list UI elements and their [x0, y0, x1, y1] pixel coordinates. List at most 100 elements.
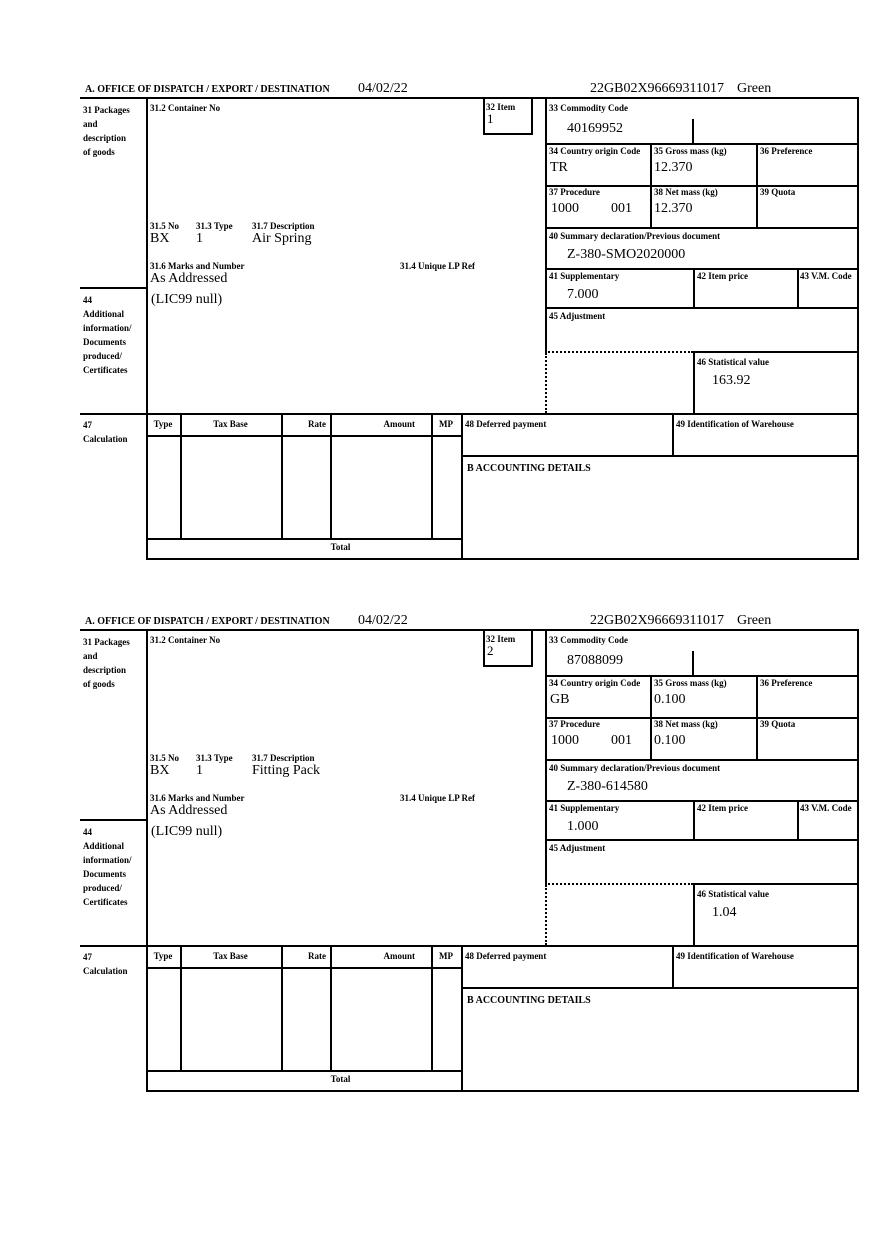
box38-label: 38 Net mass (kg) [654, 719, 718, 729]
divider [693, 353, 695, 413]
net-mass-value: 12.370 [654, 201, 693, 216]
calc-total-label: Total [330, 542, 351, 552]
commodity-code-separator [692, 651, 694, 675]
divider [857, 97, 859, 560]
package-no-value: BX [150, 231, 170, 246]
procedure-qualifier-value: 001 [611, 733, 632, 748]
office-of-dispatch-label: A. OFFICE OF DISPATCH / EXPORT / DESTINA… [85, 84, 330, 95]
box31-7-label: 31.7 Description [252, 753, 315, 763]
box43-label: 43 V.M. Code [800, 803, 852, 813]
box31-6-label: 31.6 Marks and Number [150, 793, 245, 803]
divider [80, 413, 859, 415]
box42-label: 42 Item price [697, 271, 748, 281]
calc-col-mp: MP [439, 419, 453, 429]
accounting-details-label: B ACCOUNTING DETAILS [467, 463, 591, 474]
box31-3-label: 31.3 Type [196, 753, 233, 763]
divider [431, 945, 433, 1072]
box36-label: 36 Preference [760, 146, 813, 156]
accounting-details-label: B ACCOUNTING DETAILS [467, 995, 591, 1006]
box31-5-label: 31.5 No [150, 221, 179, 231]
item-number-value: 1 [487, 111, 494, 126]
mrn-value: 22GB02X96669311017 [590, 613, 725, 628]
item-number-value: 2 [487, 643, 494, 658]
box33-label: 33 Commodity Code [549, 635, 628, 645]
commodity-code-separator [692, 119, 694, 143]
box31-2-label: 31.2 Container No [150, 635, 221, 645]
summary-declaration-value: Z-380-614580 [567, 779, 648, 794]
divider [80, 287, 146, 289]
divider [461, 945, 463, 1092]
procedure-value: 1000 [551, 201, 579, 216]
divider [857, 629, 859, 1092]
dotted-divider [545, 883, 693, 885]
divider [545, 97, 547, 353]
procedure-qualifier-value: 001 [611, 201, 632, 216]
divider [80, 629, 859, 631]
box35-label: 35 Gross mass (kg) [654, 678, 727, 688]
divider [650, 675, 652, 759]
divider [545, 143, 859, 145]
divider [531, 629, 533, 667]
calc-col-rate: Rate [308, 951, 326, 961]
divider [545, 268, 859, 270]
divider [797, 800, 799, 839]
box31-7-label: 31.7 Description [252, 221, 315, 231]
box33-label: 33 Commodity Code [549, 103, 628, 113]
box49-label: 49 Identification of Warehouse [676, 951, 794, 961]
divider [483, 629, 485, 667]
divider [330, 945, 332, 1072]
divider [483, 665, 533, 667]
box31-label: 31 Packages and description of goods [83, 105, 130, 157]
divider [146, 1070, 463, 1072]
net-mass-value: 0.100 [654, 733, 686, 748]
box41-label: 41 Supplementary [549, 803, 620, 813]
statistical-value: 1.04 [712, 905, 737, 920]
divider [146, 435, 463, 437]
additional-information-value: (LIC99 null) [151, 292, 223, 307]
office-of-dispatch-label: A. OFFICE OF DISPATCH / EXPORT / DESTINA… [85, 616, 330, 627]
box31-2-label: 31.2 Container No [150, 103, 221, 113]
commodity-code-value: 87088099 [567, 653, 623, 668]
declaration-item-section-2: A. OFFICE OF DISPATCH / EXPORT / DESTINA… [0, 613, 882, 1093]
divider [461, 455, 859, 457]
box31-3-label: 31.3 Type [196, 221, 233, 231]
mrn-value: 22GB02X96669311017 [590, 81, 725, 96]
divider [531, 97, 533, 135]
divider [545, 800, 859, 802]
divider [146, 538, 463, 540]
box31-4-label: 31.4 Unique LP Ref [400, 793, 476, 803]
goods-description-value: Air Spring [252, 231, 312, 246]
gross-mass-value: 0.100 [654, 692, 686, 707]
divider [461, 413, 463, 560]
divider [180, 413, 182, 540]
box48-label: 48 Deferred payment [465, 419, 547, 429]
divider [545, 227, 859, 229]
divider [483, 133, 533, 135]
calc-col-amount: Amount [383, 951, 415, 961]
supplementary-value: 1.000 [567, 819, 599, 834]
calc-col-type: Type [153, 951, 173, 961]
divider [431, 413, 433, 540]
divider [693, 883, 859, 885]
calc-col-tax-base: Tax Base [213, 951, 248, 961]
calc-col-tax-base: Tax Base [213, 419, 248, 429]
divider [650, 143, 652, 227]
box41-label: 41 Supplementary [549, 271, 620, 281]
box34-label: 34 Country origin Code [549, 678, 641, 688]
divider [756, 143, 758, 227]
divider [756, 675, 758, 759]
box32-label: 32 Item [486, 634, 516, 644]
divider [693, 351, 859, 353]
goods-description-value: Fitting Pack [252, 763, 321, 778]
box40-label: 40 Summary declaration/Previous document [549, 231, 721, 241]
box47-label: 47 Calculation [83, 420, 128, 444]
box39-label: 39 Quota [760, 187, 796, 197]
box38-label: 38 Net mass (kg) [654, 187, 718, 197]
box31-4-label: 31.4 Unique LP Ref [400, 261, 476, 271]
route-status: Green [737, 613, 772, 628]
marks-and-number-value: As Addressed [150, 803, 228, 818]
divider [281, 945, 283, 1072]
box45-label: 45 Adjustment [549, 311, 606, 321]
box37-label: 37 Procedure [549, 719, 600, 729]
